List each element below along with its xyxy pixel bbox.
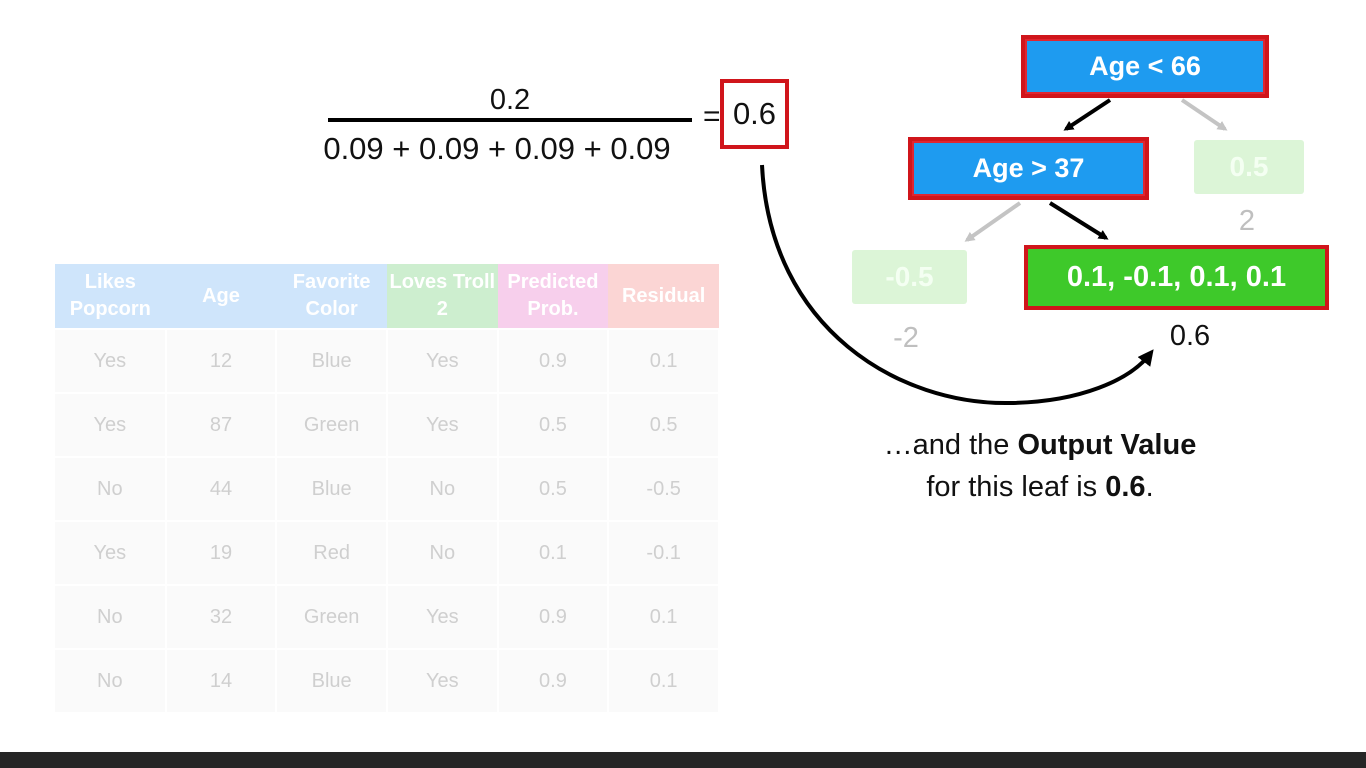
mid-node-label: Age > 37 <box>972 153 1085 183</box>
root-node-label: Age < 66 <box>1089 51 1201 81</box>
table-header-row: Likes Popcorn Age Favorite Color Loves T… <box>55 264 719 329</box>
formula-numerator: 0.2 <box>489 84 531 116</box>
data-table: Likes Popcorn Age Favorite Color Loves T… <box>55 264 720 712</box>
table-cell: 19 <box>165 520 278 585</box>
table-cell: 0.9 <box>497 584 610 649</box>
table-cell: 0.5 <box>497 456 610 521</box>
table-cell: 0.5 <box>497 392 610 457</box>
table-cell: 0.9 <box>497 328 610 393</box>
table-cell: 0.1 <box>497 520 610 585</box>
table-row: Yes 12 Blue Yes 0.9 0.1 <box>55 328 720 393</box>
table-row: No 32 Green Yes 0.9 0.1 <box>55 584 720 649</box>
table-cell: -0.1 <box>608 520 720 585</box>
edge-root-to-right-leaf <box>1180 98 1228 131</box>
header-predicted-prob: Predicted Prob. <box>497 264 609 329</box>
header-age: Age <box>165 264 277 329</box>
table-row: No 44 Blue No 0.5 -0.5 <box>55 456 720 521</box>
caption-output-value-number: 0.6 <box>1105 471 1146 503</box>
formula-result: 0.6 <box>732 96 777 131</box>
edge-mid-to-left-leaf <box>964 201 1022 242</box>
curved-arrow-result-to-leaf <box>760 164 1154 406</box>
table-row: No 14 Blue Yes 0.9 0.1 <box>55 648 720 712</box>
table-cell: Yes <box>386 328 499 393</box>
table-cell: 0.5 <box>608 392 720 457</box>
edge-mid-to-focus-leaf <box>1048 201 1109 240</box>
left-leaf-label: -0.5 <box>885 261 934 292</box>
table-cell: Yes <box>386 648 499 712</box>
table-cell: Green <box>276 584 388 649</box>
table-cell: 0.1 <box>608 328 720 393</box>
table-row: Yes 87 Green Yes 0.5 0.5 <box>55 392 720 457</box>
table-cell: No <box>55 648 167 712</box>
equals-sign: = <box>703 100 721 133</box>
table-cell: No <box>55 456 167 521</box>
table-cell: Red <box>276 520 388 585</box>
caption-output-value-term: Output Value <box>1017 429 1197 461</box>
caption-suffix: . <box>1145 471 1154 503</box>
caption-line-2: for this leaf is 0.6. <box>830 466 1250 508</box>
table-row: Yes 19 Red No 0.1 -0.1 <box>55 520 720 585</box>
table-cell: No <box>386 456 499 521</box>
table-cell: 12 <box>165 328 278 393</box>
table-cell: 0.1 <box>608 648 720 712</box>
table-cell: Blue <box>276 456 388 521</box>
caption-line2-prefix: for this leaf is <box>926 471 1106 503</box>
table-cell: 0.9 <box>497 648 610 712</box>
table-cell: 0.1 <box>608 584 720 649</box>
table-cell: Yes <box>55 328 167 393</box>
header-likes-popcorn: Likes Popcorn <box>55 264 166 329</box>
header-loves-troll-2: Loves Troll 2 <box>386 264 498 329</box>
table-cell: No <box>55 584 167 649</box>
table-cell: 44 <box>165 456 278 521</box>
caption: …and the Output Value for this leaf is 0… <box>830 424 1250 508</box>
table-cell: Blue <box>276 328 388 393</box>
focus-leaf-label: 0.1, -0.1, 0.1, 0.1 <box>1066 261 1287 293</box>
table-cell: Yes <box>386 584 499 649</box>
table-cell: Blue <box>276 648 388 712</box>
table-cell: Yes <box>386 392 499 457</box>
table-cell: -0.5 <box>608 456 720 521</box>
focus-leaf-output-value: 0.6 <box>1169 320 1211 352</box>
fraction-bar <box>328 118 692 122</box>
tree-mid-node: Age > 37 <box>908 137 1149 200</box>
table-cell: No <box>386 520 499 585</box>
table-cell: 32 <box>165 584 278 649</box>
tree-focus-leaf: 0.1, -0.1, 0.1, 0.1 <box>1024 245 1329 310</box>
formula-denominator: 0.09 + 0.09 + 0.09 + 0.09 <box>323 131 671 166</box>
tree-root-node: Age < 66 <box>1021 35 1269 98</box>
table-cell: Yes <box>55 392 167 457</box>
caption-line-1: …and the Output Value <box>830 424 1250 466</box>
tree-left-leaf: -0.5 <box>852 250 967 304</box>
bottom-bar <box>0 752 1366 768</box>
formula-result-box: 0.6 <box>720 79 789 149</box>
right-leaf-label: 0.5 <box>1229 151 1269 182</box>
table-cell: 87 <box>165 392 278 457</box>
table-cell: Yes <box>55 520 167 585</box>
left-leaf-output-value: -2 <box>893 322 919 354</box>
header-favorite-color: Favorite Color <box>276 264 387 329</box>
caption-prefix: …and the <box>883 429 1018 461</box>
tree-right-leaf: 0.5 <box>1194 140 1304 194</box>
table-cell: 14 <box>165 648 278 712</box>
table-cell: Green <box>276 392 388 457</box>
right-leaf-output-value: 2 <box>1238 205 1256 237</box>
header-residual: Residual <box>608 264 719 329</box>
edge-root-to-mid <box>1063 98 1112 131</box>
